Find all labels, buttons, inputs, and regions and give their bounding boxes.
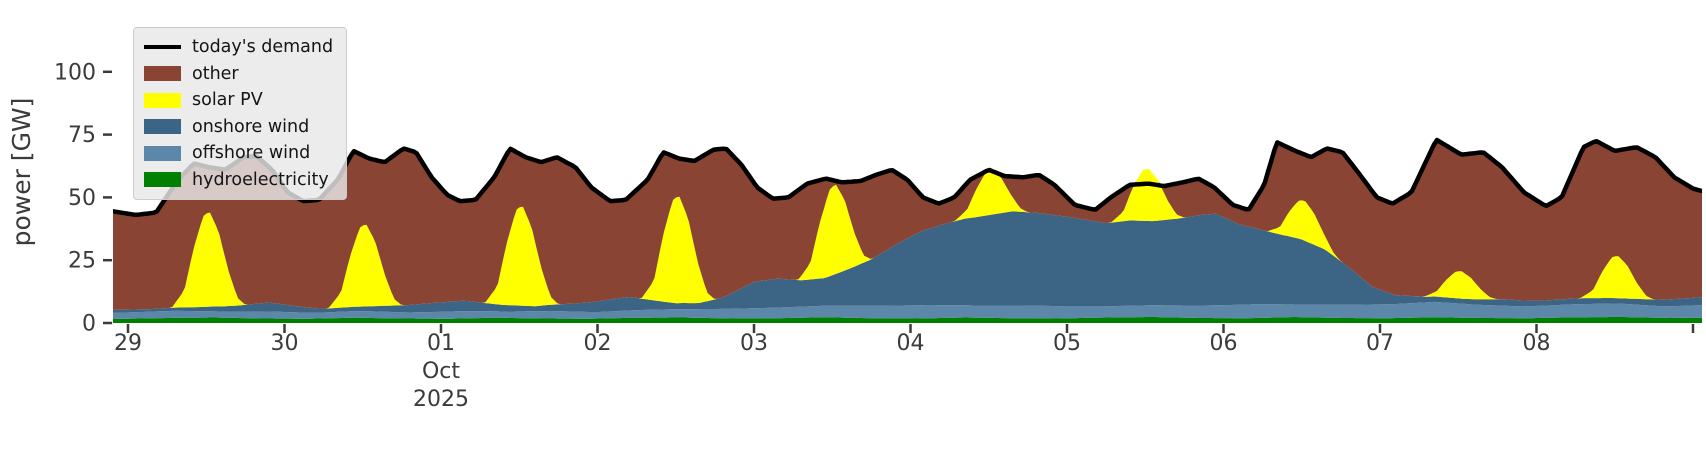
legend-swatch-demand-line <box>144 44 181 50</box>
x-tick-label: 07 <box>1366 331 1394 356</box>
legend-swatch-other <box>144 66 181 81</box>
y-tick-label: 50 <box>68 186 96 211</box>
plot-area <box>113 137 1702 323</box>
legend-label-other: other <box>192 63 239 84</box>
area-solar-pv <box>113 169 1702 310</box>
demand-line <box>113 137 1702 218</box>
legend-item-other: other <box>144 63 334 85</box>
y-tick-label: 75 <box>68 123 96 148</box>
x-tick-label: 05 <box>1053 331 1081 356</box>
area-offshore-wind <box>113 301 1702 319</box>
legend-label-solar: solar PV <box>192 90 263 110</box>
y-tick-label: 0 <box>82 312 96 337</box>
legend-item-demand: today's demand <box>144 36 334 58</box>
x-tick-label: 01 <box>427 331 455 356</box>
x-tick-label: 06 <box>1210 331 1238 356</box>
legend-label-demand: today's demand <box>192 37 334 57</box>
x-tick-label: 30 <box>271 331 299 356</box>
area-onshore-wind <box>113 211 1702 313</box>
x-tick-label: 03 <box>740 331 768 356</box>
legend-swatch-hydro <box>144 172 181 187</box>
x-month-label: Oct <box>422 359 460 384</box>
legend-label-hydro: hydroelectricity <box>192 169 329 190</box>
area-hydroelectricity <box>113 317 1702 323</box>
legend-label-onshore: onshore wind <box>192 116 310 137</box>
legend-swatch-onshore <box>144 119 181 134</box>
legend-item-solar: solar PV <box>144 89 334 111</box>
x-tick-label: 29 <box>114 331 142 356</box>
x-axis: 29 30 01 02 03 04 05 06 07 08 Oct 2025 <box>114 324 1695 412</box>
y-axis-label: power [GW] <box>7 98 36 247</box>
x-tick-label: 04 <box>897 331 925 356</box>
legend-swatch-solar <box>144 92 181 108</box>
legend-item-onshore: onshore wind <box>144 116 334 138</box>
legend-label-offshore: offshore wind <box>192 143 311 163</box>
y-tick-label: 25 <box>68 249 96 274</box>
x-tick-label: 02 <box>584 331 612 356</box>
y-axis: 0 25 50 75 100 power [GW] <box>7 60 112 337</box>
legend-swatch-offshore <box>144 145 181 161</box>
x-year-label: 2025 <box>413 387 469 412</box>
x-tick-label: 08 <box>1523 331 1551 356</box>
legend: today's demand other solar PV onshore wi… <box>133 27 347 200</box>
area-other <box>113 140 1702 310</box>
y-tick-label: 100 <box>54 60 96 85</box>
legend-item-offshore: offshore wind <box>144 142 334 164</box>
legend-item-hydro: hydroelectricity <box>144 169 334 191</box>
